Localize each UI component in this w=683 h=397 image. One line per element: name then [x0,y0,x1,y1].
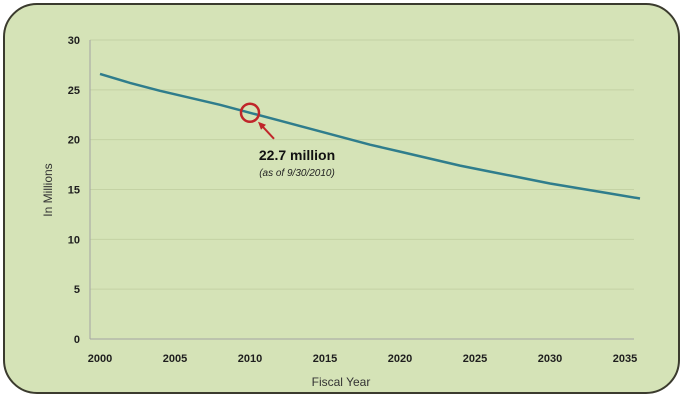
annotation-label: 22.7 million [259,147,335,163]
y-axis-title: In Millions [41,163,55,216]
x-tick-label: 2010 [238,353,262,365]
chart-frame [3,3,680,394]
y-tick-label: 5 [74,284,80,296]
y-tick-label: 25 [68,85,80,97]
highlight-circle [239,102,261,124]
y-tick-label: 10 [68,234,80,246]
y-tick-label: 0 [74,334,80,346]
x-tick-label: 2030 [538,353,562,365]
x-tick-label: 2000 [88,353,112,365]
x-tick-label: 2005 [163,353,187,365]
y-tick-label: 20 [68,135,80,147]
y-tick-label: 15 [68,185,80,197]
series-line [99,72,641,200]
x-tick-label: 2035 [613,353,637,365]
x-tick-label: 2015 [313,353,337,365]
annotation-sublabel: (as of 9/30/2010) [259,168,335,179]
annotation-arrowhead [258,121,266,130]
y-tick-label: 30 [68,35,80,47]
x-tick-label: 2020 [388,353,412,365]
x-axis-title: Fiscal Year [312,375,371,389]
x-tick-label: 2025 [463,353,487,365]
